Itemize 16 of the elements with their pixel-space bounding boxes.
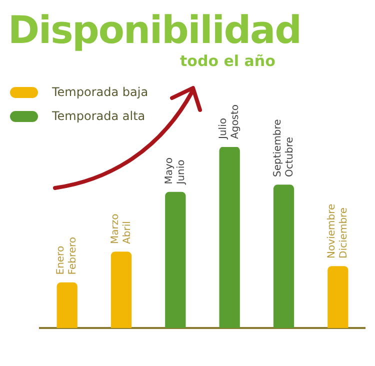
- bar: [273, 184, 294, 328]
- x-tick-label: Enero Febrero: [56, 236, 79, 275]
- chart-subtitle: todo el año: [180, 52, 276, 70]
- x-tick-label: Marzo Abril: [110, 214, 133, 244]
- legend-label: Temporada baja: [52, 85, 148, 99]
- x-tick-label: Septiembre Octubre: [272, 119, 296, 178]
- bar: [110, 252, 132, 328]
- chart-title: Disponibilidad: [8, 8, 301, 52]
- x-tick-label: Julio Agosto: [218, 104, 242, 140]
- bar: [56, 282, 78, 328]
- bar: [328, 266, 348, 328]
- legend-label: Temporada alta: [52, 109, 146, 123]
- x-tick-label: Mayo Junio: [164, 157, 188, 186]
- x-tick-label: Noviembre Diciembre: [326, 204, 350, 258]
- bar: [219, 147, 240, 328]
- bar: [165, 192, 186, 328]
